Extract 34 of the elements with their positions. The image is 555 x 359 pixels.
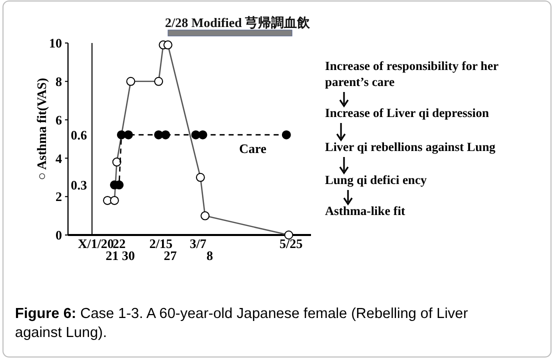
x-tick-label: 30: [122, 248, 135, 263]
y-tick-label: 8: [56, 74, 62, 89]
text: Lung qi defici ency: [325, 173, 428, 187]
point: [112, 158, 122, 167]
series-label: Care: [239, 140, 267, 156]
point: [154, 76, 164, 86]
x-tick-label: 21: [106, 248, 119, 263]
x-tick-label: X/1/20: [78, 236, 114, 251]
y2-tick-label: 0.6: [70, 127, 88, 142]
point: [200, 211, 210, 220]
caption: Figure 6: Case 1-3. A 60-year-old Japanese female (Rebelling of Liver against Lung).: [15, 306, 468, 341]
point: [126, 76, 136, 86]
x-tick-label: 27: [164, 248, 178, 263]
point: [284, 230, 294, 240]
text: Increase of Liver qi depression: [325, 106, 489, 120]
text: 2/28 Modified 芎帰調血飲: [165, 15, 312, 30]
y-axis-title: ○ Asthma fit(VAS): [34, 78, 49, 180]
x-tick-label: 3/7: [190, 236, 207, 251]
text: Increase of responsibility for her parent’s care: [325, 59, 500, 89]
y-tick-label: 10: [49, 36, 62, 51]
point: [196, 172, 205, 182]
point: [163, 40, 172, 50]
text: Liver qi rebellions against Lung: [325, 140, 496, 154]
y-tick-label: 2: [56, 189, 62, 204]
x-tick-label: 5/25: [279, 236, 304, 251]
text: Asthma-like fit: [325, 204, 406, 218]
point: [110, 196, 119, 205]
y-tick-label: 4: [56, 150, 62, 166]
y-tick-label: 6: [56, 112, 62, 128]
y2-tick-label: 0.3: [70, 177, 88, 192]
x-tick-label: 22: [112, 236, 126, 251]
x-tick-label: 8: [206, 248, 214, 263]
y-tick-label: 0: [56, 228, 62, 243]
x-tick-label: 2/15: [149, 236, 173, 251]
